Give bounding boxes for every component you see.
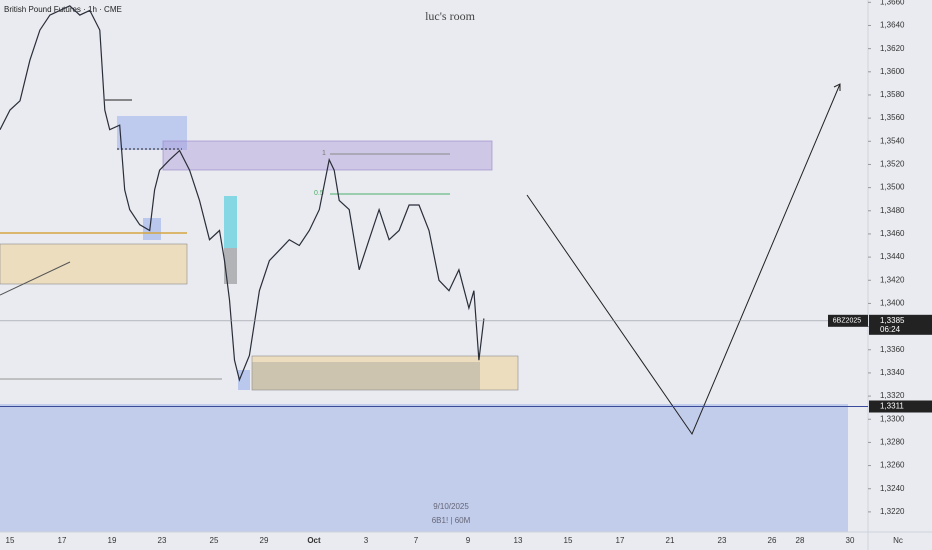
symbol-label: 6BZ2025 xyxy=(833,318,862,325)
y-tick-label: 1,3440 xyxy=(880,252,905,261)
y-tick-label: 1,3540 xyxy=(880,136,905,145)
watermark: luc's room xyxy=(425,9,475,23)
y-tick-label: 1,3660 xyxy=(880,0,905,6)
x-tick-label: 7 xyxy=(414,536,419,545)
level-box xyxy=(869,400,932,413)
symbol-box xyxy=(866,314,868,327)
x-tick-label: Nc xyxy=(893,536,903,545)
x-tick-label: 25 xyxy=(210,536,219,545)
demand-zone xyxy=(0,404,848,532)
y-tick-label: 1,3300 xyxy=(880,414,905,423)
zone xyxy=(0,243,188,285)
zone xyxy=(224,196,237,248)
y-tick-label: 1,3400 xyxy=(880,299,905,308)
y-tick-label: 1,3500 xyxy=(880,183,905,192)
y-tick-label: 1,3480 xyxy=(880,206,905,215)
arrow-head xyxy=(833,83,841,91)
x-tick-label: 28 xyxy=(796,536,805,545)
y-tick-label: 1,3600 xyxy=(880,67,905,76)
y-tick-label: 1,3460 xyxy=(880,229,905,238)
zone xyxy=(252,362,480,390)
y-tick-label: 1,3560 xyxy=(880,113,905,122)
x-tick-label: Oct xyxy=(307,536,321,545)
symbol-box xyxy=(828,314,866,327)
zone xyxy=(224,248,237,284)
price-label: 1,3385 xyxy=(880,316,905,325)
level-label: 1,3311 xyxy=(880,402,904,411)
x-tick-label: 23 xyxy=(718,536,727,545)
x-tick-label: 13 xyxy=(514,536,523,545)
zone xyxy=(117,116,187,150)
x-tick-label: 17 xyxy=(58,536,67,545)
x-tick-label: 17 xyxy=(616,536,625,545)
x-tick-label: 15 xyxy=(6,536,15,545)
y-tick-label: 1,3340 xyxy=(880,368,905,377)
x-tick-label: 21 xyxy=(666,536,675,545)
x-tick-label: 3 xyxy=(364,536,369,545)
y-tick-label: 1,3640 xyxy=(880,21,905,30)
x-tick-label: 23 xyxy=(158,536,167,545)
fib-label: 0.5 xyxy=(314,190,324,197)
countdown-label: 06:24 xyxy=(880,325,901,334)
y-tick-label: 1,3320 xyxy=(880,391,905,400)
trend-line xyxy=(0,261,71,296)
zone xyxy=(251,355,519,391)
y-tick-label: 1,3420 xyxy=(880,275,905,284)
y-tick-label: 1,3280 xyxy=(880,438,905,447)
x-tick-label: 29 xyxy=(260,536,269,545)
x-tick-label: 30 xyxy=(846,536,855,545)
projection-path xyxy=(526,83,841,436)
y-tick-label: 1,3520 xyxy=(880,160,905,169)
y-tick-label: 1,3240 xyxy=(880,484,905,493)
supply-zone xyxy=(162,140,493,171)
y-tick-label: 1,3620 xyxy=(880,44,905,53)
date-label: 9/10/2025 xyxy=(433,502,469,511)
x-tick-label: 15 xyxy=(564,536,573,545)
y-tick-label: 1,3260 xyxy=(880,461,905,470)
x-tick-label: 26 xyxy=(768,536,777,545)
fib-label: 1 xyxy=(322,150,326,157)
price-line xyxy=(0,5,485,382)
price-box xyxy=(869,314,932,335)
y-tick-label: 1,3220 xyxy=(880,507,905,516)
x-tick-label: 9 xyxy=(466,536,471,545)
y-tick-label: 1,3360 xyxy=(880,345,905,354)
y-tick-label: 1,3580 xyxy=(880,90,905,99)
zone xyxy=(143,218,161,240)
x-tick-label: 19 xyxy=(108,536,117,545)
symbol-label: 6B1! | 60M xyxy=(432,516,471,525)
